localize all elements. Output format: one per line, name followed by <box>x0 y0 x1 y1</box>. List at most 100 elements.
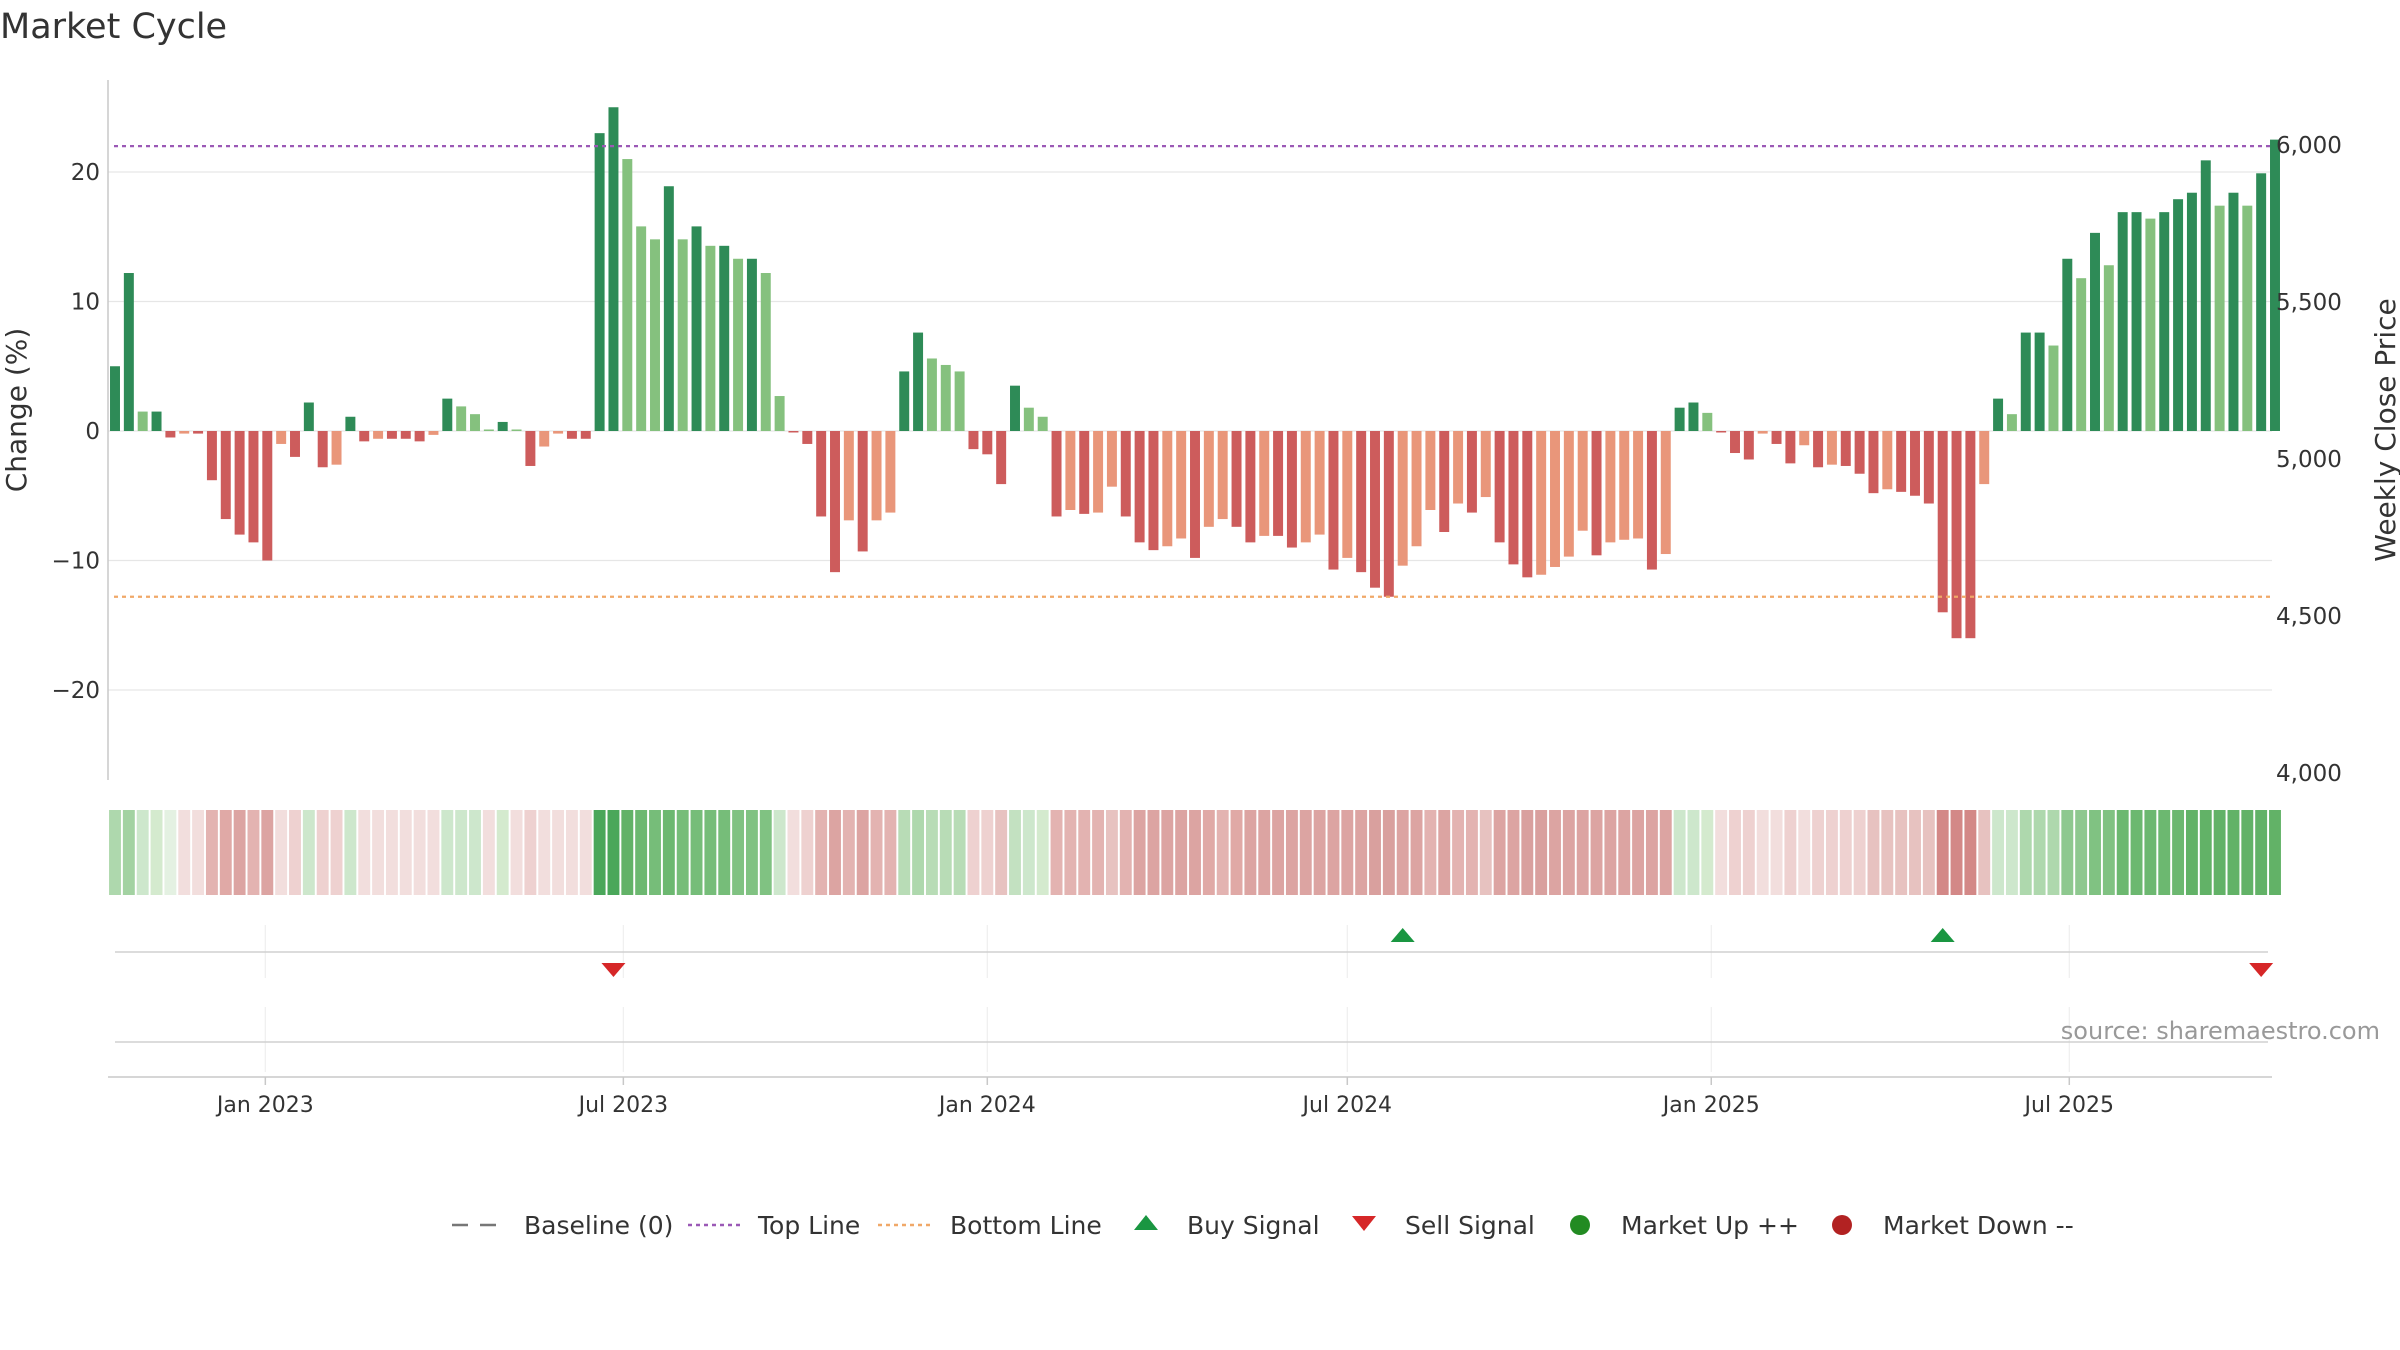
legend-item-baseline: Baseline (0) <box>452 1211 673 1240</box>
bar <box>290 431 300 457</box>
legend: Baseline (0) Top Line Bottom Line Buy Signa… <box>452 1211 2074 1240</box>
heat-cell <box>1202 810 1215 895</box>
bar <box>1328 431 1339 570</box>
heat-cell <box>1258 810 1271 895</box>
heat-cell <box>178 810 191 895</box>
bar <box>1799 431 1810 446</box>
heat-cell <box>829 810 841 895</box>
heat-cell <box>1825 810 1838 895</box>
bar <box>996 431 1007 485</box>
heat-cell <box>1313 810 1326 895</box>
bar <box>2186 192 2197 431</box>
bar <box>2200 160 2211 431</box>
heat-cell <box>2199 810 2212 895</box>
heat-cell <box>1992 810 2005 895</box>
bar <box>733 258 744 431</box>
bar <box>1356 431 1367 573</box>
heat-cell <box>2227 810 2240 895</box>
heat-cell <box>773 810 786 895</box>
bar <box>123 273 134 431</box>
bar <box>760 273 771 431</box>
bar <box>691 226 702 431</box>
bar <box>1245 431 1256 543</box>
heat-cell <box>1535 810 1548 895</box>
bar <box>1508 431 1519 565</box>
heat-cell <box>233 810 246 895</box>
heat-cell <box>1050 810 1063 895</box>
heat-cell <box>884 810 897 895</box>
bar <box>1605 431 1616 543</box>
heat-cell <box>1078 810 1091 895</box>
left-tick-label: −20 <box>51 678 100 704</box>
bar <box>553 431 564 434</box>
left-tick-label: 20 <box>71 160 100 186</box>
bar <box>2048 345 2059 431</box>
legend-label: Market Up ++ <box>1621 1211 1799 1240</box>
bar <box>1148 431 1159 551</box>
date-tick-label: Jan 2024 <box>937 1093 1036 1118</box>
bar <box>1910 431 1920 496</box>
bar <box>2214 205 2225 431</box>
bar <box>580 431 591 439</box>
right-axis: 6,000 5,500 5,000 4,500 4,000 <box>2276 133 2342 787</box>
heat-cell <box>1521 810 1534 895</box>
bar <box>1826 431 1837 465</box>
bar <box>1480 431 1491 498</box>
heat-cell <box>344 810 357 895</box>
date-tick-label: Jan 2023 <box>215 1093 314 1118</box>
heat-cell <box>1382 810 1395 895</box>
heat-cell <box>1272 810 1285 895</box>
right-tick-label: 5,000 <box>2276 447 2342 473</box>
bar <box>1411 431 1422 547</box>
heat-cell <box>2075 810 2088 895</box>
bar <box>1896 431 1907 492</box>
bar <box>566 431 577 439</box>
bar <box>165 431 176 438</box>
heat-cell <box>524 810 537 895</box>
bar <box>497 421 508 431</box>
heat-cell <box>1161 810 1174 895</box>
bar <box>442 398 453 431</box>
heat-cell <box>1742 810 1755 895</box>
bar <box>2103 265 2114 431</box>
heat-cell <box>164 810 177 895</box>
bar <box>2270 139 2280 431</box>
heat-cell <box>1064 810 1077 895</box>
bar <box>483 429 494 431</box>
heat-cell <box>482 810 495 895</box>
bar <box>1522 431 1533 578</box>
right-axis-title: Weekly Close Price <box>2369 298 2400 561</box>
bar <box>1079 431 1090 514</box>
heat-cell <box>1853 810 1866 895</box>
heat-cell <box>1964 810 1977 895</box>
heat-cell <box>552 810 565 895</box>
heat-cell <box>1147 810 1160 895</box>
left-tick-label: 0 <box>85 419 100 445</box>
bar <box>1203 431 1214 527</box>
bar <box>1951 431 1962 639</box>
heat-cell <box>1590 810 1603 895</box>
bar <box>594 133 605 431</box>
bar <box>2006 414 2017 431</box>
heat-cell <box>496 810 509 895</box>
heat-cell <box>593 810 606 895</box>
heat-cell <box>676 810 689 895</box>
heat-cell <box>1881 810 1894 895</box>
bar <box>913 332 924 431</box>
bar <box>1176 431 1187 539</box>
heat-cell <box>1133 810 1146 895</box>
legend-label: Buy Signal <box>1187 1211 1320 1240</box>
legend-label: Market Down -- <box>1883 1211 2074 1240</box>
heat-cell <box>1022 810 1035 895</box>
bar <box>2090 232 2100 431</box>
bar <box>1190 431 1200 558</box>
heat-cell <box>1604 810 1617 895</box>
heat-cell <box>413 810 426 895</box>
legend-label: Baseline (0) <box>524 1211 673 1240</box>
legend-label: Bottom Line <box>950 1211 1102 1240</box>
bar <box>1370 431 1380 588</box>
bar <box>1979 431 1990 485</box>
heat-cell <box>1493 810 1506 895</box>
bar <box>1300 431 1311 543</box>
bar <box>456 406 467 431</box>
